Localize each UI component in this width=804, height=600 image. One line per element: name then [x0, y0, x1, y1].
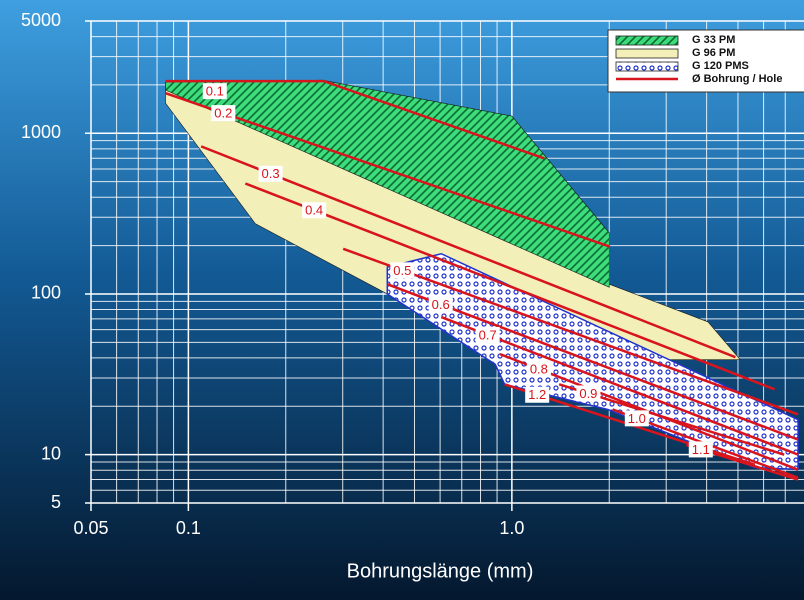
line-label: 0.2	[214, 106, 232, 121]
line-label: 0.4	[305, 203, 323, 218]
x-tick-label: 0.1	[176, 518, 201, 538]
line-label-bg	[258, 165, 283, 182]
line-label: 1.0	[628, 411, 646, 426]
hole-line	[165, 91, 611, 248]
line-label-bg	[688, 441, 713, 458]
hole-line	[342, 247, 799, 416]
legend-swatch	[615, 61, 679, 72]
line-label: 0.9	[579, 386, 597, 401]
line-label: 0.7	[479, 327, 497, 342]
line-label-bg	[526, 361, 551, 378]
line-label-bg	[390, 262, 415, 279]
hole-line	[440, 315, 799, 456]
y-tick-label: 5	[51, 492, 61, 512]
x-tick-label: 0.05	[73, 518, 108, 538]
hole-line	[244, 182, 776, 391]
line-label-bg	[428, 296, 453, 313]
hole-line	[386, 283, 799, 441]
hole-line	[165, 79, 545, 160]
legend-swatch	[615, 35, 679, 46]
legend-swatch	[615, 48, 679, 59]
line-label-bg	[211, 105, 236, 122]
legend-label: G 96 PM	[692, 47, 735, 59]
legend-label: G 120 PMS	[692, 60, 749, 72]
y-tick-label: 5000	[21, 10, 61, 30]
hole-line	[200, 145, 736, 359]
x-tick-label: 1.0	[499, 518, 524, 538]
legend-label: Ø Bohrung / Hole	[692, 73, 782, 85]
legend-label: G 33 PM	[692, 34, 735, 46]
line-label: 1.2	[528, 387, 546, 402]
line-label: 0.5	[393, 263, 411, 278]
line-label: 0.6	[432, 297, 450, 312]
line-label-bg	[525, 386, 550, 403]
x-axis-label: Bohrungslänge (mm)	[347, 560, 534, 582]
line-label-bg	[475, 326, 500, 343]
line-label: 0.3	[262, 166, 280, 181]
y-tick-label: 10	[41, 443, 61, 463]
line-label-bg	[576, 385, 601, 402]
line-label-bg	[624, 410, 649, 427]
line-label: 0.8	[530, 362, 548, 377]
line-label-bg	[202, 83, 227, 100]
y-tick-label: 1000	[21, 122, 61, 142]
line-label: 1.1	[692, 442, 710, 457]
y-tick-label: 100	[31, 283, 61, 303]
line-label-bg	[302, 202, 327, 219]
line-label: 0.1	[206, 84, 224, 99]
